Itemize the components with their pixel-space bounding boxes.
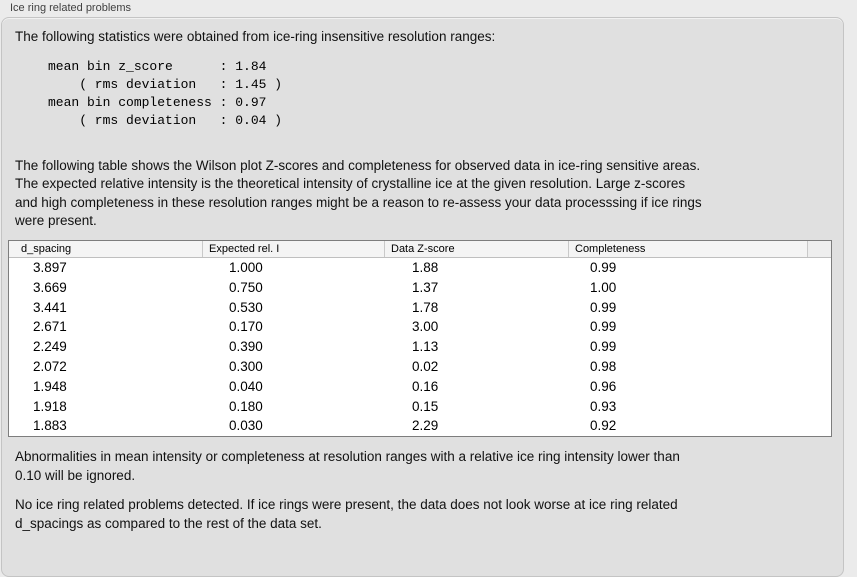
table-cell: 1.37 [412,279,439,295]
table-cell-filler [807,357,831,377]
column-header-d-spacing[interactable]: d_spacing [21,242,72,255]
table-cell: 1.78 [412,299,439,315]
table-row[interactable]: 1.918 0.180 0.15 0.93 [9,397,831,417]
ice-ring-panel: The following statistics were obtained f… [1,17,844,577]
column-header-completeness[interactable]: Completeness [568,240,807,257]
table-cell: 3.897 [33,259,67,275]
intro-text: The following statistics were obtained f… [15,29,496,44]
conclusion-text: No ice ring related problems detected. I… [15,497,678,531]
table-cell: 2.249 [33,339,67,355]
table-body: 3.897 1.000 1.88 0.99 3.669 0.750 1.37 1.00 3.44… [9,258,831,436]
table-cell-filler [807,337,831,357]
table-cell: 0.02 [412,358,439,374]
panel-title: Ice ring related problems [10,2,132,14]
table-cell: 1.13 [412,339,439,355]
table-cell-filler [807,298,831,318]
table-cell: 0.040 [229,378,263,394]
table-cell: 3.669 [33,279,67,295]
table-cell: 2.072 [33,358,67,374]
stats-block: mean bin z_score : 1.84 ( rms deviation … [48,58,283,128]
table-cell: 0.170 [229,319,263,335]
table-row[interactable]: 3.441 0.530 1.78 0.99 [9,298,831,318]
table-cell-filler [807,397,831,417]
table-row[interactable]: 3.897 1.000 1.88 0.99 [9,258,831,278]
table-cell: 0.99 [590,339,617,355]
column-header-data-z-score[interactable]: Data Z-score [384,240,568,257]
table-row[interactable]: 1.948 0.040 0.16 0.96 [9,377,831,397]
table-cell: 0.99 [590,319,617,335]
table-row[interactable]: 2.671 0.170 3.00 0.99 [9,317,831,337]
table-cell: 1.88 [412,259,439,275]
table-cell: 0.750 [229,279,263,295]
table-cell: 0.98 [590,358,617,374]
table-cell: 0.300 [229,358,263,374]
table-row[interactable]: 2.072 0.300 0.02 0.98 [9,357,831,377]
table-cell: 0.96 [590,378,617,394]
table-row[interactable]: 2.249 0.390 1.13 0.99 [9,337,831,357]
table-cell: 3.441 [33,299,67,315]
table-cell-filler [807,416,831,436]
table-cell: 2.671 [33,319,67,335]
table-cell: 1.00 [590,279,617,295]
table-cell: 0.180 [229,398,263,414]
table-cell: 0.15 [412,398,439,414]
table-row[interactable]: 3.669 0.750 1.37 1.00 [9,278,831,298]
table-cell: 0.030 [229,418,263,434]
table-cell: 0.99 [590,259,617,275]
table-cell-filler [807,377,831,397]
table-cell: 3.00 [412,319,439,335]
table-cell: 0.92 [590,418,617,434]
table-header-row: d_spacing Expected rel. I Data Z-score C… [9,240,831,258]
table-cell-filler [807,278,831,298]
table-cell: 0.16 [412,378,439,394]
table-row[interactable]: 1.883 0.030 2.29 0.92 [9,416,831,436]
column-header-filler [807,240,831,257]
table-cell: 1.000 [229,259,263,275]
table-cell: 1.948 [33,378,67,394]
table-cell: 1.883 [33,418,67,434]
table-cell: 1.918 [33,398,67,414]
ice-ring-table: d_spacing Expected rel. I Data Z-score C… [8,239,832,438]
table-cell: 0.530 [229,299,263,315]
table-description: The following table shows the Wilson plo… [15,157,702,229]
column-header-expected-rel-i[interactable]: Expected rel. I [202,240,384,257]
footnote-text: Abnormalities in mean intensity or compl… [15,449,680,483]
table-cell: 2.29 [412,418,439,434]
table-cell-filler [807,258,831,278]
table-cell: 0.99 [590,299,617,315]
table-cell: 0.93 [590,398,617,414]
table-cell-filler [807,317,831,337]
table-cell: 0.390 [229,339,263,355]
